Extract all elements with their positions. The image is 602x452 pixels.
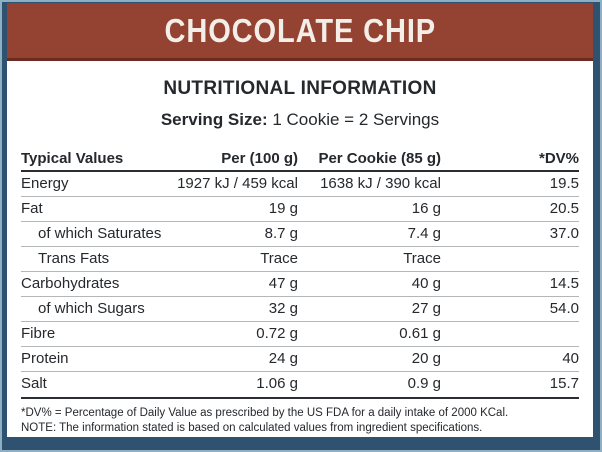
- product-name-banner: CHOCOLATE CHIP: [7, 3, 593, 61]
- column-header-typical-values: Typical Values: [21, 150, 124, 167]
- serving-size-line: Serving Size: 1 Cookie = 2 Servings: [7, 110, 593, 130]
- nutrient-name: of which Sugars: [38, 300, 145, 317]
- per-cookie-value: 0.61 g: [399, 325, 441, 342]
- footnotes: *DV% = Percentage of Daily Value as pres…: [21, 406, 579, 436]
- dv-percent-value: 19.5: [549, 175, 579, 192]
- nutrient-name: Salt: [21, 375, 47, 392]
- per-cookie-value: 0.9 g: [407, 375, 441, 392]
- nutrient-name: Fat: [21, 200, 43, 217]
- per-100g-value: 1.06 g: [256, 375, 298, 392]
- nutrient-name: of which Saturates: [38, 225, 162, 242]
- per-100g-value: 1927 kJ / 459 kcal: [177, 175, 298, 192]
- per-cookie-value: 40 g: [411, 275, 441, 292]
- table-row: Salt 1.06 g 0.9 g 15.7: [21, 372, 579, 397]
- dv-percent-value: 15.7: [549, 375, 579, 392]
- table-body: Energy 1927 kJ / 459 kcal 1638 kJ / 390 …: [21, 172, 579, 397]
- per-100g-value: 47 g: [268, 275, 298, 292]
- table-row: of which Saturates 8.7 g 7.4 g 37.0: [21, 222, 579, 247]
- dv-percent-value: [441, 247, 579, 271]
- table-row: Trans Fats Trace Trace: [21, 247, 579, 272]
- serving-size-label: Serving Size:: [160, 110, 268, 129]
- dv-percent-value: 54.0: [549, 300, 579, 317]
- column-header-dv-percent: *DV%: [538, 150, 579, 167]
- serving-size-value: 1 Cookie = 2 Servings: [272, 110, 440, 129]
- per-100g-value: 24 g: [268, 350, 298, 367]
- table-row: Fat 19 g 16 g 20.5: [21, 197, 579, 222]
- nutrient-name: Trans Fats: [38, 250, 110, 267]
- per-100g-value: 0.72 g: [256, 325, 298, 342]
- table-row: Fibre 0.72 g 0.61 g: [21, 322, 579, 347]
- nutrient-name: Fibre: [21, 325, 56, 342]
- per-100g-value: 19 g: [268, 200, 298, 217]
- table-row: Protein 24 g 20 g 40: [21, 347, 579, 372]
- table-row: of which Sugars 32 g 27 g 54.0: [21, 297, 579, 322]
- column-header-per-cookie: Per Cookie (85 g): [318, 150, 441, 167]
- nutrition-table: Typical Values Per (100 g) Per Cookie (8…: [21, 146, 579, 399]
- dv-percent-value: 14.5: [549, 275, 579, 292]
- footnote-dv-definition: *DV% = Percentage of Daily Value as pres…: [21, 407, 509, 419]
- per-100g-value: Trace: [260, 250, 298, 267]
- dv-percent-value: 37.0: [549, 225, 579, 242]
- per-cookie-value: Trace: [403, 250, 441, 267]
- per-cookie-value: 20 g: [411, 350, 441, 367]
- column-header-per-100g: Per (100 g): [221, 150, 298, 167]
- table-row: Energy 1927 kJ / 459 kcal 1638 kJ / 390 …: [21, 172, 579, 197]
- nutrient-name: Energy: [21, 175, 69, 192]
- per-cookie-value: 27 g: [411, 300, 441, 317]
- nutrient-name: Protein: [21, 350, 69, 367]
- dv-percent-value: 20.5: [549, 200, 579, 217]
- nutrient-name: Carbohydrates: [21, 275, 120, 292]
- nutrition-label: CHOCOLATE CHIP NUTRITIONAL INFORMATION S…: [7, 3, 593, 437]
- nutrition-title: NUTRITIONAL INFORMATION: [163, 78, 437, 99]
- dv-percent-value: 40: [562, 350, 579, 367]
- product-name: CHOCOLATE CHIP: [164, 11, 436, 49]
- footnote-note: NOTE: The information stated is based on…: [21, 421, 483, 434]
- dv-percent-value: [441, 322, 579, 346]
- per-100g-value: 8.7 g: [264, 225, 298, 242]
- per-100g-value: 32 g: [268, 300, 298, 317]
- table-header-row: Typical Values Per (100 g) Per Cookie (8…: [21, 146, 579, 172]
- per-cookie-value: 7.4 g: [407, 225, 441, 242]
- table-row: Carbohydrates 47 g 40 g 14.5: [21, 272, 579, 297]
- per-cookie-value: 1638 kJ / 390 kcal: [320, 175, 441, 192]
- per-cookie-value: 16 g: [411, 200, 441, 217]
